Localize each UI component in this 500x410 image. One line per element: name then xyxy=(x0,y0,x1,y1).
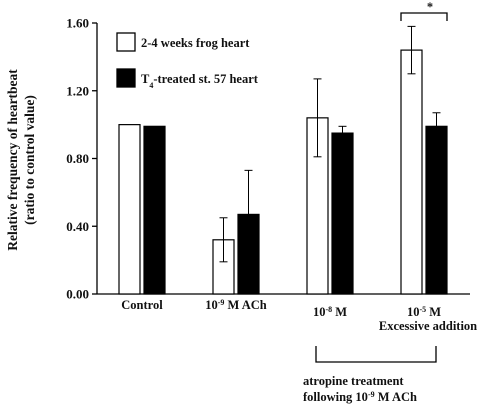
significance-label: * xyxy=(427,0,433,14)
bar-black xyxy=(425,125,448,295)
label-unit: M ACh xyxy=(224,298,266,312)
y-axis-label-line2: (ratio to control value) xyxy=(22,95,37,225)
y-tick-label: 1.20 xyxy=(66,83,89,98)
annotations: * atropine treatment following 10-9 M ACh xyxy=(303,0,448,405)
bars xyxy=(118,25,448,295)
x-category-label: Control xyxy=(121,298,163,312)
y-tick-label: 1.60 xyxy=(66,16,89,31)
treatment-note-line2: following 10-9 M ACh xyxy=(303,390,417,405)
y-tick-label: 0.00 xyxy=(66,287,89,302)
label-unit: M xyxy=(332,305,347,319)
legend-label-rest: -treated st. 57 heart xyxy=(153,72,258,86)
label-base: 10 xyxy=(205,298,218,312)
y-tick-label: 0.40 xyxy=(66,219,89,234)
label-base: 10 xyxy=(407,305,420,319)
bar-white xyxy=(118,124,141,295)
x-category-label: 10-9 M ACh xyxy=(205,298,267,313)
x-category-label-line2: Excessive addition xyxy=(379,319,477,333)
legend-label-base: T xyxy=(141,72,150,86)
label-superscript: -9 xyxy=(218,298,225,307)
bar-black xyxy=(331,132,354,295)
label-unit: M xyxy=(426,305,441,319)
label-superscript: -5 xyxy=(419,305,426,314)
legend: 2-4 weeks frog heart T4-treated st. 57 he… xyxy=(116,32,259,90)
label-superscript: -8 xyxy=(325,305,332,314)
legend-label: 2-4 weeks frog heart xyxy=(141,36,250,50)
y-axis-label-line1: Relative frequency of heartbeat xyxy=(5,69,20,251)
legend-swatch-black xyxy=(116,68,136,88)
treatment-note-superscript: -9 xyxy=(368,390,375,399)
legend-label-subscript: 4 xyxy=(149,81,153,90)
label-base: 10 xyxy=(313,305,326,319)
treatment-note-unit: M ACh xyxy=(375,390,417,404)
label-text: Control xyxy=(121,298,163,312)
y-tick-label: 0.80 xyxy=(66,151,89,166)
x-category-label: 10-5 M xyxy=(407,305,441,320)
treatment-bracket xyxy=(315,346,437,363)
bar-black xyxy=(143,125,166,295)
x-category-label: 10-8 M xyxy=(313,305,347,320)
treatment-note-base: following 10 xyxy=(303,390,368,404)
significance-bracket xyxy=(400,12,448,21)
legend-swatch-white xyxy=(116,32,136,52)
legend-label: T4-treated st. 57 heart xyxy=(141,72,259,90)
bar-white xyxy=(400,49,423,295)
treatment-note-line1: atropine treatment xyxy=(303,374,404,388)
